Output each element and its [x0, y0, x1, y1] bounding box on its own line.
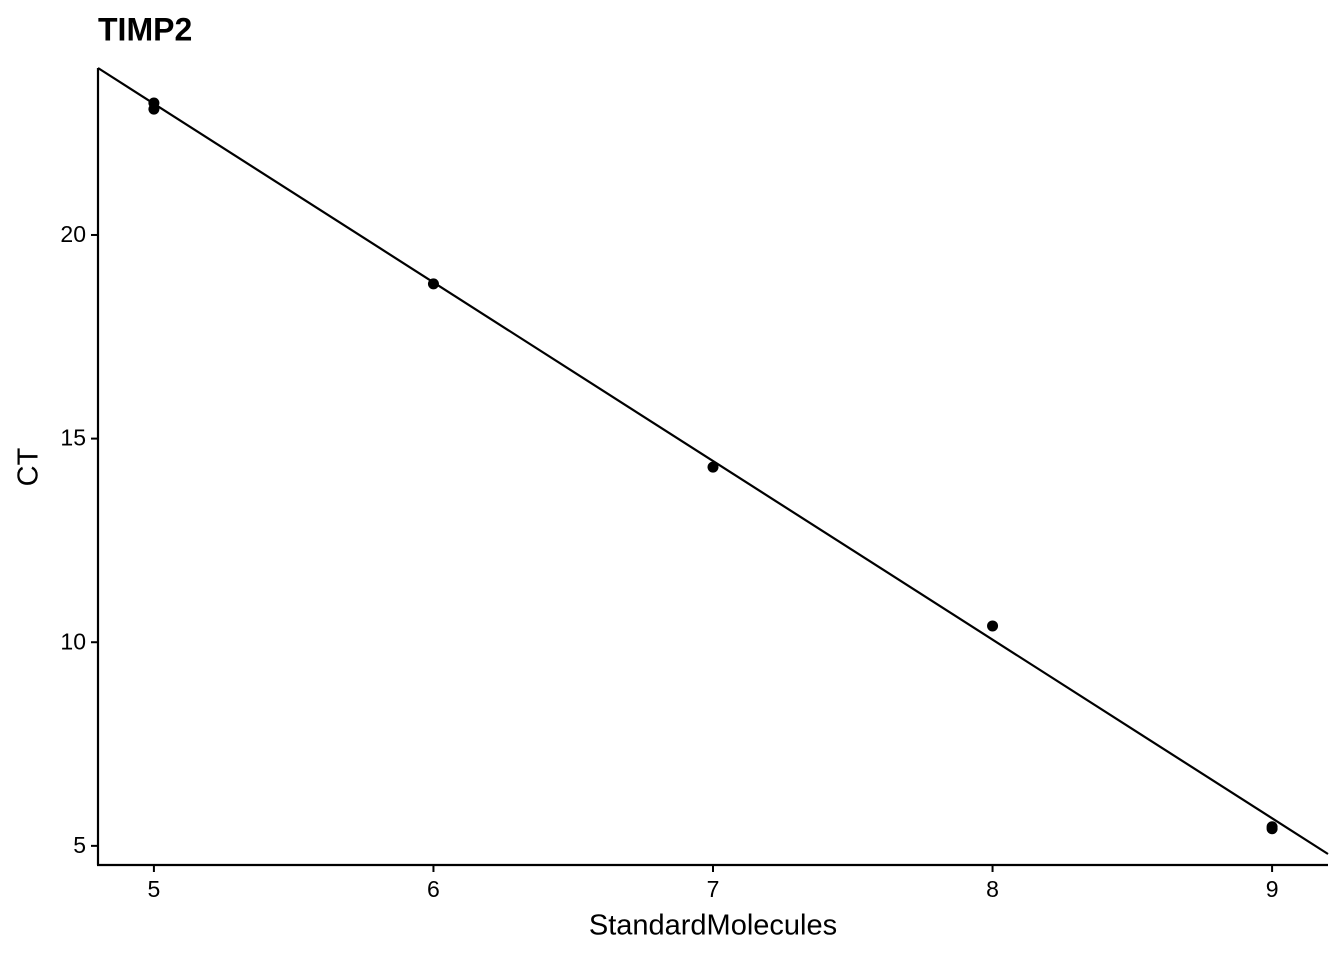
- chart-title: TIMP2: [98, 11, 192, 47]
- point: [427, 278, 439, 290]
- point: [1266, 823, 1278, 835]
- x-axis-title: StandardMolecules: [589, 910, 837, 942]
- y-axis-title: CT: [13, 447, 45, 486]
- x-tick-label: 6: [427, 876, 440, 902]
- x-tick-label: 5: [148, 876, 161, 902]
- point: [987, 620, 999, 632]
- point: [707, 461, 719, 473]
- x-tick-label: 9: [1266, 876, 1279, 902]
- y-tick-label: 5: [73, 832, 86, 858]
- fit-line: [97, 67, 1329, 855]
- y-tick-label: 10: [60, 628, 86, 654]
- x-tick-label: 8: [986, 876, 999, 902]
- y-tick-label: 15: [60, 425, 86, 451]
- point: [148, 103, 160, 115]
- y-tick-label: 20: [60, 221, 86, 247]
- x-tick-label: 7: [707, 876, 720, 902]
